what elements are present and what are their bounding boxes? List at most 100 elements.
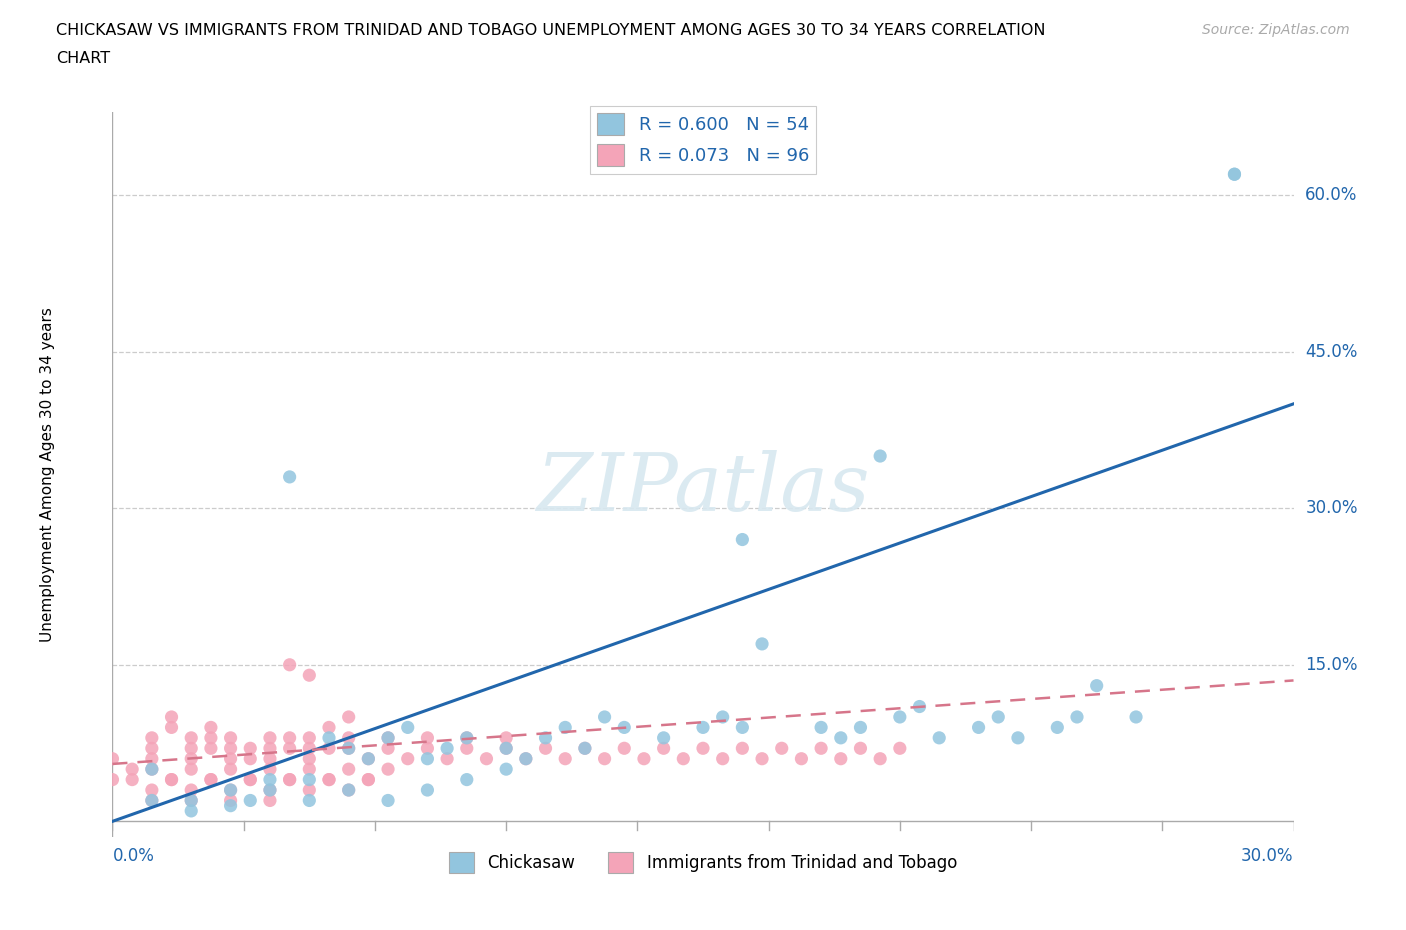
Point [436,751,458,766]
Point [259,730,281,745]
Point [456,730,478,745]
Point [141,741,163,756]
Point [751,751,773,766]
Point [337,762,360,777]
Point [219,730,242,745]
Point [298,793,321,808]
Point [534,741,557,756]
Point [200,772,222,787]
Point [711,751,734,766]
Point [377,793,399,808]
Point [318,741,340,756]
Point [278,730,301,745]
Point [318,720,340,735]
Point [219,782,242,797]
Point [1007,730,1029,745]
Point [377,730,399,745]
Point [298,772,321,787]
Point [160,772,183,787]
Point [219,762,242,777]
Point [141,762,163,777]
Point [456,772,478,787]
Point [495,741,517,756]
Point [377,762,399,777]
Point [1223,166,1246,181]
Point [219,741,242,756]
Point [259,751,281,766]
Text: 30.0%: 30.0% [1305,499,1358,517]
Point [180,782,202,797]
Point [672,751,695,766]
Point [337,741,360,756]
Point [239,772,262,787]
Point [180,793,202,808]
Text: Unemployment Among Ages 30 to 34 years: Unemployment Among Ages 30 to 34 years [39,307,55,642]
Point [711,710,734,724]
Point [160,720,183,735]
Point [219,782,242,797]
Point [298,762,321,777]
Point [416,730,439,745]
Point [278,658,301,672]
Point [259,741,281,756]
Point [357,772,380,787]
Text: Source: ZipAtlas.com: Source: ZipAtlas.com [1202,23,1350,37]
Point [239,741,262,756]
Point [357,751,380,766]
Point [200,772,222,787]
Point [574,741,596,756]
Point [377,730,399,745]
Point [259,772,281,787]
Point [889,741,911,756]
Text: 45.0%: 45.0% [1305,342,1358,361]
Point [534,730,557,745]
Point [731,741,754,756]
Point [377,741,399,756]
Point [259,782,281,797]
Legend: Chickasaw, Immigrants from Trinidad and Tobago: Chickasaw, Immigrants from Trinidad and … [443,845,963,880]
Point [259,782,281,797]
Point [1085,678,1108,693]
Point [298,782,321,797]
Point [180,730,202,745]
Point [160,772,183,787]
Point [180,751,202,766]
Point [239,793,262,808]
Point [357,772,380,787]
Point [790,751,813,766]
Point [101,751,124,766]
Text: ZIPatlas: ZIPatlas [536,450,870,527]
Point [849,741,872,756]
Text: 30.0%: 30.0% [1241,847,1294,866]
Point [416,751,439,766]
Point [810,720,832,735]
Point [416,741,439,756]
Point [160,710,183,724]
Point [141,782,163,797]
Text: CHART: CHART [56,51,110,66]
Point [357,751,380,766]
Point [298,668,321,683]
Point [259,793,281,808]
Point [298,741,321,756]
Point [987,710,1010,724]
Point [613,720,636,735]
Point [200,730,222,745]
Point [318,772,340,787]
Point [200,741,222,756]
Point [141,730,163,745]
Point [456,741,478,756]
Point [515,751,537,766]
Point [1125,710,1147,724]
Point [928,730,950,745]
Point [396,720,419,735]
Point [239,772,262,787]
Point [337,710,360,724]
Point [613,741,636,756]
Point [830,751,852,766]
Point [396,751,419,766]
Point [141,762,163,777]
Point [278,470,301,485]
Point [593,710,616,724]
Point [869,448,891,463]
